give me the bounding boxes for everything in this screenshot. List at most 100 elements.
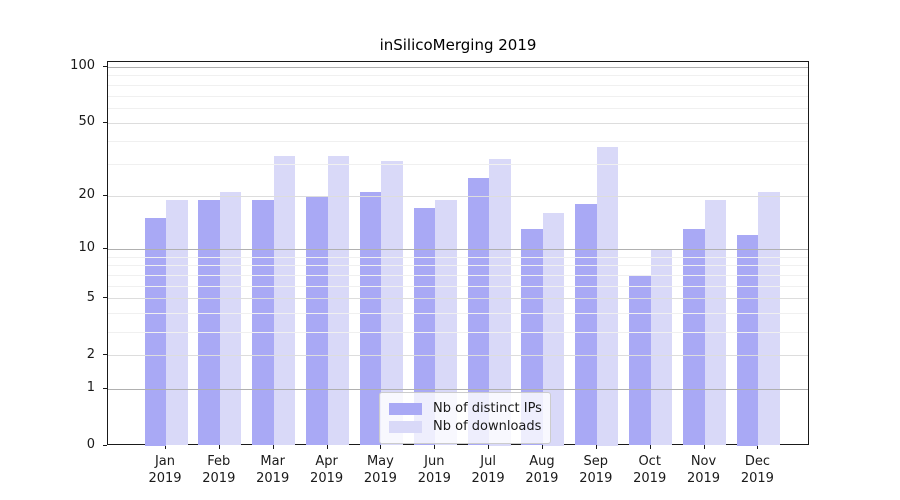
legend-label-downloads: Nb of downloads (433, 419, 542, 434)
x-tick-month-may: May (366, 453, 394, 469)
x-tick-year-apr: 2019 (310, 470, 344, 486)
bar-jul-distinct-ips (467, 178, 490, 446)
x-tick-jun (434, 444, 436, 449)
y-tick-label-50: 50 (78, 114, 95, 130)
plot-area (107, 61, 809, 446)
y-tick-label-100: 100 (70, 58, 95, 74)
x-tick-label-oct: Oct 2019 (622, 453, 678, 487)
x-tick-aug (541, 444, 543, 449)
x-tick-year-jun: 2019 (417, 470, 451, 486)
x-tick-jul (488, 444, 490, 449)
x-tick-month-dec: Dec (744, 453, 770, 469)
x-tick-year-dec: 2019 (740, 470, 774, 486)
x-tick-label-jun: Jun 2019 (406, 453, 462, 487)
bar-oct-distinct-ips (629, 274, 651, 446)
bar-feb-downloads (219, 191, 242, 446)
x-tick-year-jul: 2019 (471, 470, 505, 486)
x-tick-month-jun: Jun (424, 453, 445, 469)
x-tick-year-oct: 2019 (633, 470, 667, 486)
y-tick-2 (103, 354, 107, 356)
legend-swatch-distinct-ips (389, 402, 422, 415)
y-tick-label-10: 10 (78, 240, 95, 256)
x-tick-month-feb: Feb (207, 453, 231, 469)
x-tick-apr (326, 444, 328, 449)
x-tick-label-may: May 2019 (352, 453, 408, 487)
bar-jan-distinct-ips (144, 218, 166, 446)
legend-item-distinct-ips: Nb of distinct IPs (389, 400, 542, 417)
bar-jan-downloads (166, 199, 188, 446)
x-tick-label-feb: Feb 2019 (191, 453, 247, 487)
y-tick-label-0: 0 (86, 437, 95, 452)
x-tick-year-aug: 2019 (525, 470, 559, 486)
x-tick-label-dec: Dec 2019 (729, 453, 785, 487)
bar-jun-distinct-ips (413, 208, 436, 446)
x-tick-sep (595, 444, 597, 449)
y-tick-1 (103, 387, 107, 389)
x-axis: Jan 2019 Feb 2019 Mar 2019 Apr 2019 May 2019 Jun 20… (107, 444, 809, 500)
x-tick-label-aug: Aug 2019 (514, 453, 570, 487)
bar-dec-downloads (758, 191, 780, 446)
x-tick-year-nov: 2019 (686, 470, 721, 486)
bar-aug-distinct-ips (521, 228, 543, 446)
x-tick-month-jan: Jan (154, 453, 176, 469)
y-tick-label-5: 5 (86, 289, 95, 305)
legend-item-downloads: Nb of downloads (389, 418, 541, 435)
y-tick-100 (103, 65, 107, 67)
bar-apr-distinct-ips (306, 195, 328, 446)
bar-dec-distinct-ips (736, 235, 759, 446)
bar-nov-downloads (704, 199, 726, 446)
x-tick-year-jan: 2019 (148, 470, 182, 486)
bar-apr-downloads (327, 156, 350, 446)
bar-sep-downloads (596, 147, 619, 446)
bar-mar-distinct-ips (252, 199, 274, 446)
legend-label-distinct-ips: Nb of distinct IPs (433, 401, 542, 416)
y-tick-label-1: 1 (86, 380, 95, 396)
bar-oct-downloads (650, 248, 673, 446)
bar-nov-distinct-ips (683, 228, 705, 446)
x-tick-month-nov: Nov (690, 453, 717, 469)
bar-aug-downloads (542, 213, 565, 446)
bar-jun-downloads (435, 199, 457, 446)
x-tick-may (380, 444, 382, 449)
y-tick-50 (103, 121, 107, 123)
y-tick-0 (103, 444, 107, 446)
chart-title: inSilicoMerging 2019 (379, 36, 537, 54)
x-tick-label-mar: Mar 2019 (245, 453, 301, 487)
x-tick-mar (272, 444, 274, 449)
x-tick-oct (649, 444, 651, 449)
y-tick-20 (103, 194, 107, 196)
bar-mar-downloads (273, 156, 296, 446)
x-tick-label-jul: Jul 2019 (460, 453, 516, 487)
x-tick-label-nov: Nov 2019 (676, 453, 732, 487)
x-tick-feb (218, 444, 220, 449)
y-tick-10 (103, 247, 107, 249)
x-tick-nov (703, 444, 705, 449)
x-tick-year-sep: 2019 (579, 470, 613, 486)
bar-feb-distinct-ips (198, 199, 220, 446)
x-tick-month-mar: Mar (260, 453, 285, 469)
y-tick-label-20: 20 (78, 187, 95, 203)
x-tick-label-jan: Jan 2019 (137, 453, 193, 487)
x-tick-dec (757, 444, 759, 449)
x-tick-label-apr: Apr 2019 (299, 453, 355, 487)
y-tick-label-2: 2 (86, 346, 95, 362)
x-tick-jan (165, 444, 166, 449)
x-tick-year-feb: 2019 (202, 470, 236, 486)
y-tick-5 (103, 297, 107, 299)
legend-swatch-downloads (389, 420, 422, 433)
x-tick-month-sep: Sep (583, 453, 609, 469)
x-tick-year-may: 2019 (363, 470, 397, 486)
x-tick-month-apr: Apr (315, 453, 338, 469)
x-tick-month-oct: Oct (638, 453, 661, 469)
bar-sep-distinct-ips (575, 203, 597, 446)
x-tick-month-jul: Jul (480, 453, 496, 469)
bar-jul-downloads (489, 158, 511, 446)
bars-layer (108, 62, 808, 446)
legend: Nb of distinct IPs Nb of downloads (379, 392, 551, 444)
x-tick-month-aug: Aug (529, 453, 555, 469)
bar-may-downloads (381, 161, 403, 446)
bar-may-distinct-ips (359, 191, 382, 446)
x-tick-year-mar: 2019 (256, 470, 290, 486)
x-tick-label-sep: Sep 2019 (568, 453, 624, 487)
